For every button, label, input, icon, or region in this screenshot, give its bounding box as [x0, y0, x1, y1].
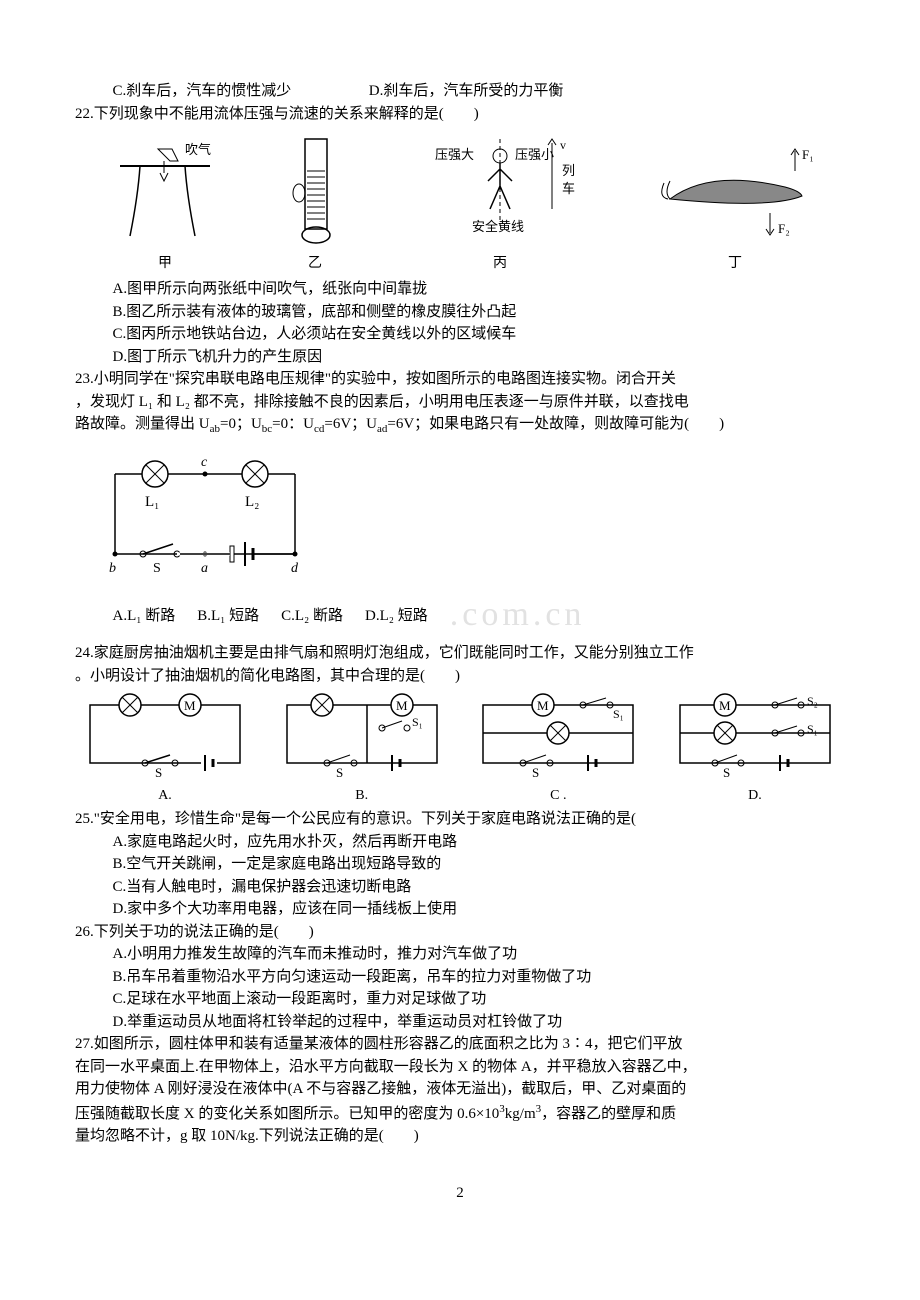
fig-jia-svg: 吹气 [100, 141, 230, 251]
q23-l1: 23.小明同学在"探究串联电路电压规律"的实验中，按如图所示的电路图连接实物。闭… [75, 368, 845, 391]
q26-c: C.足球在水平地面上滚动一段距离时，重力对足球做了功 [75, 988, 845, 1011]
svg-text:列: 列 [562, 163, 575, 178]
q24-l2: 。小明设计了抽油烟机的简化电路图，其中合理的是( ) [75, 665, 845, 688]
q27-l5: 量均忽略不计，g 取 10N/kg.下列说法正确的是( ) [75, 1125, 845, 1148]
circuit-c-cap: C . [550, 785, 566, 806]
svg-text:a: a [201, 561, 208, 576]
q27-l3: 用力使物体 A 刚好浸没在液体中(A 不与容器乙接触，液体无溢出)，截取后，甲、… [75, 1078, 845, 1101]
q22-stem: 22.下列现象中不能用流体压强与流速的关系来解释的是( ) [75, 103, 845, 126]
q23-circuit: c L₁ L₂ b S a d [95, 444, 845, 592]
q26-b: B.吊车吊着重物沿水平方向匀速运动一段距离，吊车的拉力对重物做了功 [75, 966, 845, 989]
fig-bing: 压强大 压强小 v 列 车 安全黄线 丙 [400, 131, 600, 274]
svg-text:安全黄线: 安全黄线 [472, 219, 524, 234]
q23-c: C.L₂ 断路 [281, 605, 343, 628]
q26-d: D.举重运动员从地面将杠铃举起的过程中，举重运动员对杠铃做了功 [75, 1011, 845, 1034]
q27-l1: 27.如图所示，圆柱体甲和装有适量某液体的圆柱形容器乙的底面积之比为 3∶4，把… [75, 1033, 845, 1056]
svg-text:M: M [396, 698, 408, 713]
fig-bing-cap: 丙 [493, 253, 507, 274]
q25-b: B.空气开关跳闸，一定是家庭电路出现短路导致的 [75, 853, 845, 876]
q22-b: B.图乙所示装有液体的玻璃管，底部和侧壁的橡皮膜往外凸起 [75, 301, 845, 324]
svg-text:F₁: F₁ [802, 147, 814, 162]
svg-text:L₁: L₁ [145, 494, 159, 510]
fig-yi-cap: 乙 [308, 253, 322, 274]
circuit-b: M S₁ S B. [272, 693, 452, 806]
q24-l1: 24.家庭厨房抽油烟机主要是由排气扇和照明灯泡组成，它们既能同时工作，又能分别独… [75, 642, 845, 665]
q21-c: C.刹车后，汽车的惯性减少 [113, 83, 292, 99]
q21-cd: C.刹车后，汽车的惯性减少 D.刹车后，汽车所受的力平衡 [75, 80, 845, 103]
q25-d: D.家中多个大功率用电器，应该在同一插线板上使用 [75, 898, 845, 921]
q25-c: C.当有人触电时，漏电保护器会迅速切断电路 [75, 876, 845, 899]
q22-d: D.图丁所示飞机升力的产生原因 [75, 346, 845, 369]
circuit-a-cap: A. [158, 785, 172, 806]
q24-circuits: M S A. M [75, 693, 845, 806]
q27-l2: 在同一水平桌面上.在甲物体上，沿水平方向截取一段长为 X 的物体 A，并平稳放入… [75, 1056, 845, 1079]
watermark: .com.cn [450, 589, 586, 640]
q23-l3: 路故障。测量得出 Uab=0；Ubc=0：Ucd=6V；Uad=6V；如果电路只… [75, 413, 845, 438]
circuit-d: M S₂ S₁ S D. [665, 693, 845, 806]
svg-text:S₁: S₁ [613, 707, 624, 721]
svg-text:压强小: 压强小 [515, 147, 554, 162]
svg-text:M: M [537, 698, 549, 713]
svg-text:S: S [723, 765, 730, 780]
q23-a: A.L₁ 断路 [113, 605, 176, 628]
svg-text:v: v [560, 138, 566, 152]
svg-text:c: c [201, 455, 208, 470]
circuit-c: M S₁ S C . [468, 693, 648, 806]
page-number: 2 [75, 1182, 845, 1205]
circuit-a: M S A. [75, 693, 255, 806]
svg-text:车: 车 [562, 181, 575, 196]
svg-text:L₂: L₂ [245, 494, 259, 510]
fig-jia: 吹气 甲 [100, 141, 230, 274]
fig-ding-cap: 丁 [728, 253, 742, 274]
circuit-b-cap: B. [355, 785, 368, 806]
svg-text:S: S [336, 765, 343, 780]
q26-stem: 26.下列关于功的说法正确的是( ) [75, 921, 845, 944]
fig-jia-label: 吹气 [185, 142, 211, 157]
svg-text:S: S [153, 561, 161, 576]
fig-bing-svg: 压强大 压强小 v 列 车 安全黄线 [400, 131, 600, 251]
fig-jia-cap: 甲 [158, 253, 172, 274]
q23-options: A.L₁ 断路 B.L₁ 短路 C.L₂ 断路 D.L₂ 短路 .com.cn [75, 591, 845, 642]
svg-text:S: S [532, 765, 539, 780]
circuit-d-cap: D. [748, 785, 762, 806]
q25-stem: 25."安全用电，珍惜生命"是每一个公民应有的意识。下列关于家庭电路说法正确的是… [75, 808, 845, 831]
q26-a: A.小明用力推发生故障的汽车而未推动时，推力对汽车做了功 [75, 943, 845, 966]
q23-l2: ，发现灯 L₁ 和 L₂ 都不亮，排除接触不良的因素后，小明用电压表逐一与原件并… [75, 391, 845, 414]
q22-a: A.图甲所示向两张纸中间吹气，纸张向中间靠拢 [75, 278, 845, 301]
svg-text:S₁: S₁ [412, 715, 423, 729]
svg-text:d: d [291, 561, 299, 576]
svg-text:S₂: S₂ [807, 694, 818, 708]
q23-b: B.L₁ 短路 [197, 605, 259, 628]
svg-text:b: b [109, 561, 116, 576]
svg-text:S: S [155, 765, 162, 780]
q22-figures: 吹气 甲 乙 [75, 131, 845, 274]
fig-yi-svg [280, 131, 350, 251]
q21-d: D.刹车后，汽车所受的力平衡 [369, 83, 564, 99]
svg-text:M: M [184, 698, 196, 713]
q25-a: A.家庭电路起火时，应先用水扑灭，然后再断开电路 [75, 831, 845, 854]
q22-c: C.图丙所示地铁站台边，人必须站在安全黄线以外的区域候车 [75, 323, 845, 346]
svg-text:压强大: 压强大 [435, 147, 474, 162]
svg-text:S₁: S₁ [807, 722, 818, 736]
svg-text:M: M [719, 698, 731, 713]
q27-l4: 压强随截取长度 X 的变化关系如图所示。已知甲的密度为 0.6×103kg/m3… [75, 1101, 845, 1126]
q23-d: D.L₂ 短路 [365, 605, 428, 628]
fig-ding: F₁ F₂ 丁 [650, 141, 820, 274]
svg-text:F₂: F₂ [778, 221, 790, 236]
fig-yi: 乙 [280, 131, 350, 274]
fig-ding-svg: F₁ F₂ [650, 141, 820, 251]
